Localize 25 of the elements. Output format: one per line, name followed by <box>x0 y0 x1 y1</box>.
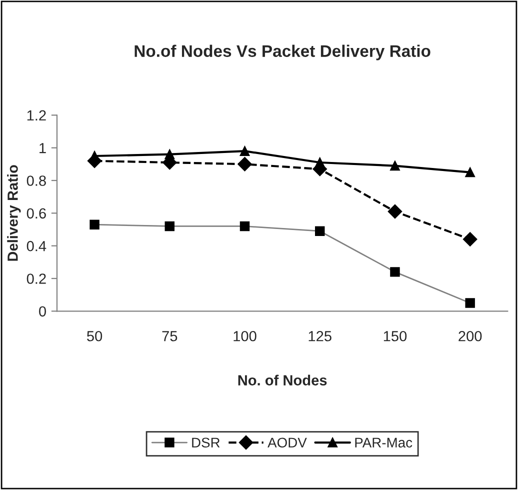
point <box>463 232 478 246</box>
x-axis-title: No. of Nodes <box>238 374 327 386</box>
y-tick-label: 0.6 <box>26 208 46 219</box>
point <box>238 157 252 172</box>
point <box>388 204 402 219</box>
x-tick-label: 150 <box>384 330 407 342</box>
legend-label: PAR-Mac <box>355 438 412 448</box>
legend-label: AODV <box>268 438 307 448</box>
x-tick-label: 125 <box>308 330 332 342</box>
point <box>390 160 400 171</box>
chart-title: No.of Nodes Vs Packet Delivery Ratio <box>134 44 430 60</box>
y-tick-label: 0.8 <box>26 176 46 186</box>
x-tick-label: 75 <box>162 331 178 342</box>
x-tick-label: 200 <box>458 330 482 342</box>
x-tick-label: 50 <box>87 330 102 342</box>
legend-label: DSR <box>192 438 220 448</box>
y-tick-label: 0 <box>39 306 46 317</box>
y-axis-title: Delivery Ratio <box>7 165 21 261</box>
point <box>465 167 475 178</box>
y-tick-label: 0.2 <box>26 274 46 284</box>
x-tick-label: 100 <box>234 330 256 342</box>
point <box>240 146 250 156</box>
y-tick-label: 1 <box>40 143 46 154</box>
y-tick-label: 0.4 <box>26 240 46 252</box>
y-tick-label: 1.2 <box>27 110 46 120</box>
